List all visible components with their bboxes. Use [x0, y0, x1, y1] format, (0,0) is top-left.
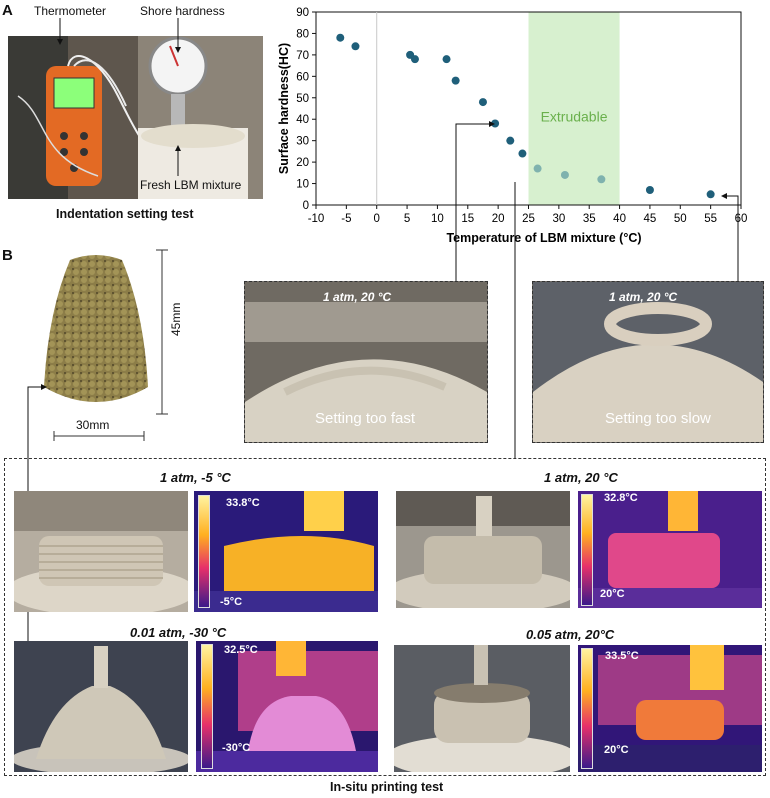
test2-photo	[396, 491, 570, 608]
indentation-setup-photo	[8, 36, 263, 199]
data-point	[518, 149, 527, 158]
scale-30mm: 30mm	[76, 418, 110, 432]
test2-tmin: 20°C	[600, 588, 625, 600]
x-tick-label: 15	[461, 213, 474, 225]
data-point	[410, 55, 419, 64]
printed-cone-photo	[40, 252, 152, 412]
data-point	[560, 170, 569, 179]
scale-bar-horizontal	[53, 431, 145, 441]
test4-tmax: 33.5°C	[605, 650, 639, 662]
test1-thermal	[194, 491, 378, 612]
data-point	[451, 76, 460, 85]
shore-hardness-label: Shore hardness	[140, 4, 225, 18]
test3-illustration	[14, 641, 188, 772]
data-point	[478, 98, 487, 107]
panel-b-letter: B	[2, 247, 13, 264]
test4-thermal	[578, 645, 762, 772]
data-point	[533, 164, 542, 173]
y-tick-label: 60	[296, 71, 309, 83]
fresh-lbm-label: Fresh LBM mixture	[140, 178, 242, 192]
extrudable-region	[528, 12, 620, 205]
y-tick-label: 0	[303, 200, 309, 212]
test3-colorbar	[201, 644, 213, 769]
x-tick-label: 40	[613, 213, 626, 225]
test3-thermal-illustration	[196, 641, 378, 772]
extrudable-label: Extrudable	[541, 108, 608, 124]
y-tick-label: 30	[296, 136, 309, 148]
setting-fast-cond: 1 atm, 20 °C	[323, 290, 392, 304]
x-tick-label: 25	[522, 213, 535, 225]
printed-cone-illustration	[44, 255, 148, 402]
y-tick-label: 10	[296, 179, 309, 191]
test1-photo	[14, 491, 188, 612]
x-tick-label: 30	[552, 213, 565, 225]
test4-cond: 0.05 atm, 20°C	[526, 627, 615, 642]
test3-cond: 0.01 atm, -30 °C	[130, 625, 227, 640]
x-tick-label: 50	[674, 213, 687, 225]
thermometer-label: Thermometer	[34, 4, 107, 18]
panel-a-letter: A	[2, 2, 13, 19]
test1-colorbar	[198, 495, 210, 608]
y-tick-label: 20	[296, 157, 309, 169]
data-point	[351, 42, 360, 51]
indentation-caption: Indentation setting test	[56, 207, 194, 221]
data-point	[506, 136, 515, 145]
y-tick-label: 80	[296, 28, 309, 40]
test3-photo	[14, 641, 188, 772]
data-point	[597, 175, 606, 184]
insitu-test-box	[4, 458, 766, 776]
test4-photo	[394, 645, 570, 772]
test2-illustration	[396, 491, 570, 608]
data-point	[706, 190, 715, 199]
test4-colorbar	[581, 648, 593, 769]
test1-thermal-illustration	[194, 491, 378, 612]
data-point	[442, 55, 451, 64]
test2-tmax: 32.8°C	[604, 492, 638, 504]
setting-slow-cond: 1 atm, 20 °C	[609, 290, 678, 304]
y-tick-label: 50	[296, 93, 309, 105]
x-tick-label: -10	[308, 213, 325, 225]
x-tick-label: 35	[583, 213, 596, 225]
test2-thermal-illustration	[578, 491, 762, 608]
test1-tmin: -5°C	[220, 596, 243, 608]
x-axis-label: Temperature of LBM mixture (°C)	[446, 231, 641, 245]
x-tick-label: 55	[704, 213, 717, 225]
test2-cond: 1 atm, 20 °C	[544, 470, 618, 485]
setting-slow-photo-box: 1 atm, 20 °C Setting too slow	[532, 281, 764, 443]
scale-bar-vertical	[156, 249, 168, 415]
setting-slow-label: Setting too slow	[605, 410, 711, 427]
test2-thermal	[578, 491, 762, 608]
y-axis-label: Surface hardness(HC)	[277, 43, 291, 174]
setting-fast-photo-box: 1 atm, 20 °C Setting too fast	[244, 281, 488, 443]
x-tick-label: 45	[644, 213, 657, 225]
panel-a-arrows	[57, 18, 181, 176]
y-tick-label: 70	[296, 50, 309, 62]
hardness-temperature-chart: Extrudable -10 -5 0 5 10 15 20 25 30 35 40 45 50 55 60…	[277, 7, 747, 245]
x-tick-label: -5	[341, 213, 351, 225]
y-tick-label: 40	[296, 114, 309, 126]
x-tick-label: 5	[404, 213, 410, 225]
x-tick-label: 10	[431, 213, 444, 225]
data-point	[336, 33, 345, 42]
test4-tmin: 20°C	[604, 744, 629, 756]
test2-colorbar	[581, 494, 593, 606]
data-point	[645, 185, 654, 194]
y-tick-label: 90	[296, 7, 309, 19]
test3-thermal	[196, 641, 378, 772]
test1-tmax: 33.8°C	[226, 497, 260, 509]
x-tick-label: 0	[374, 213, 380, 225]
x-tick-label: 20	[492, 213, 505, 225]
setting-fast-label: Setting too fast	[315, 410, 416, 427]
insitu-caption: In-situ printing test	[330, 780, 444, 794]
test1-illustration	[14, 491, 188, 612]
test3-tmin: -30°C	[222, 742, 251, 754]
test3-tmax: 32.5°C	[224, 644, 258, 656]
test1-cond: 1 atm, -5 °C	[160, 470, 231, 485]
test4-thermal-illustration	[578, 645, 762, 772]
setting-fast-illustration	[245, 282, 487, 442]
test4-illustration	[394, 645, 570, 772]
setting-slow-illustration	[533, 282, 763, 442]
indentation-setup-illustration	[8, 36, 263, 199]
